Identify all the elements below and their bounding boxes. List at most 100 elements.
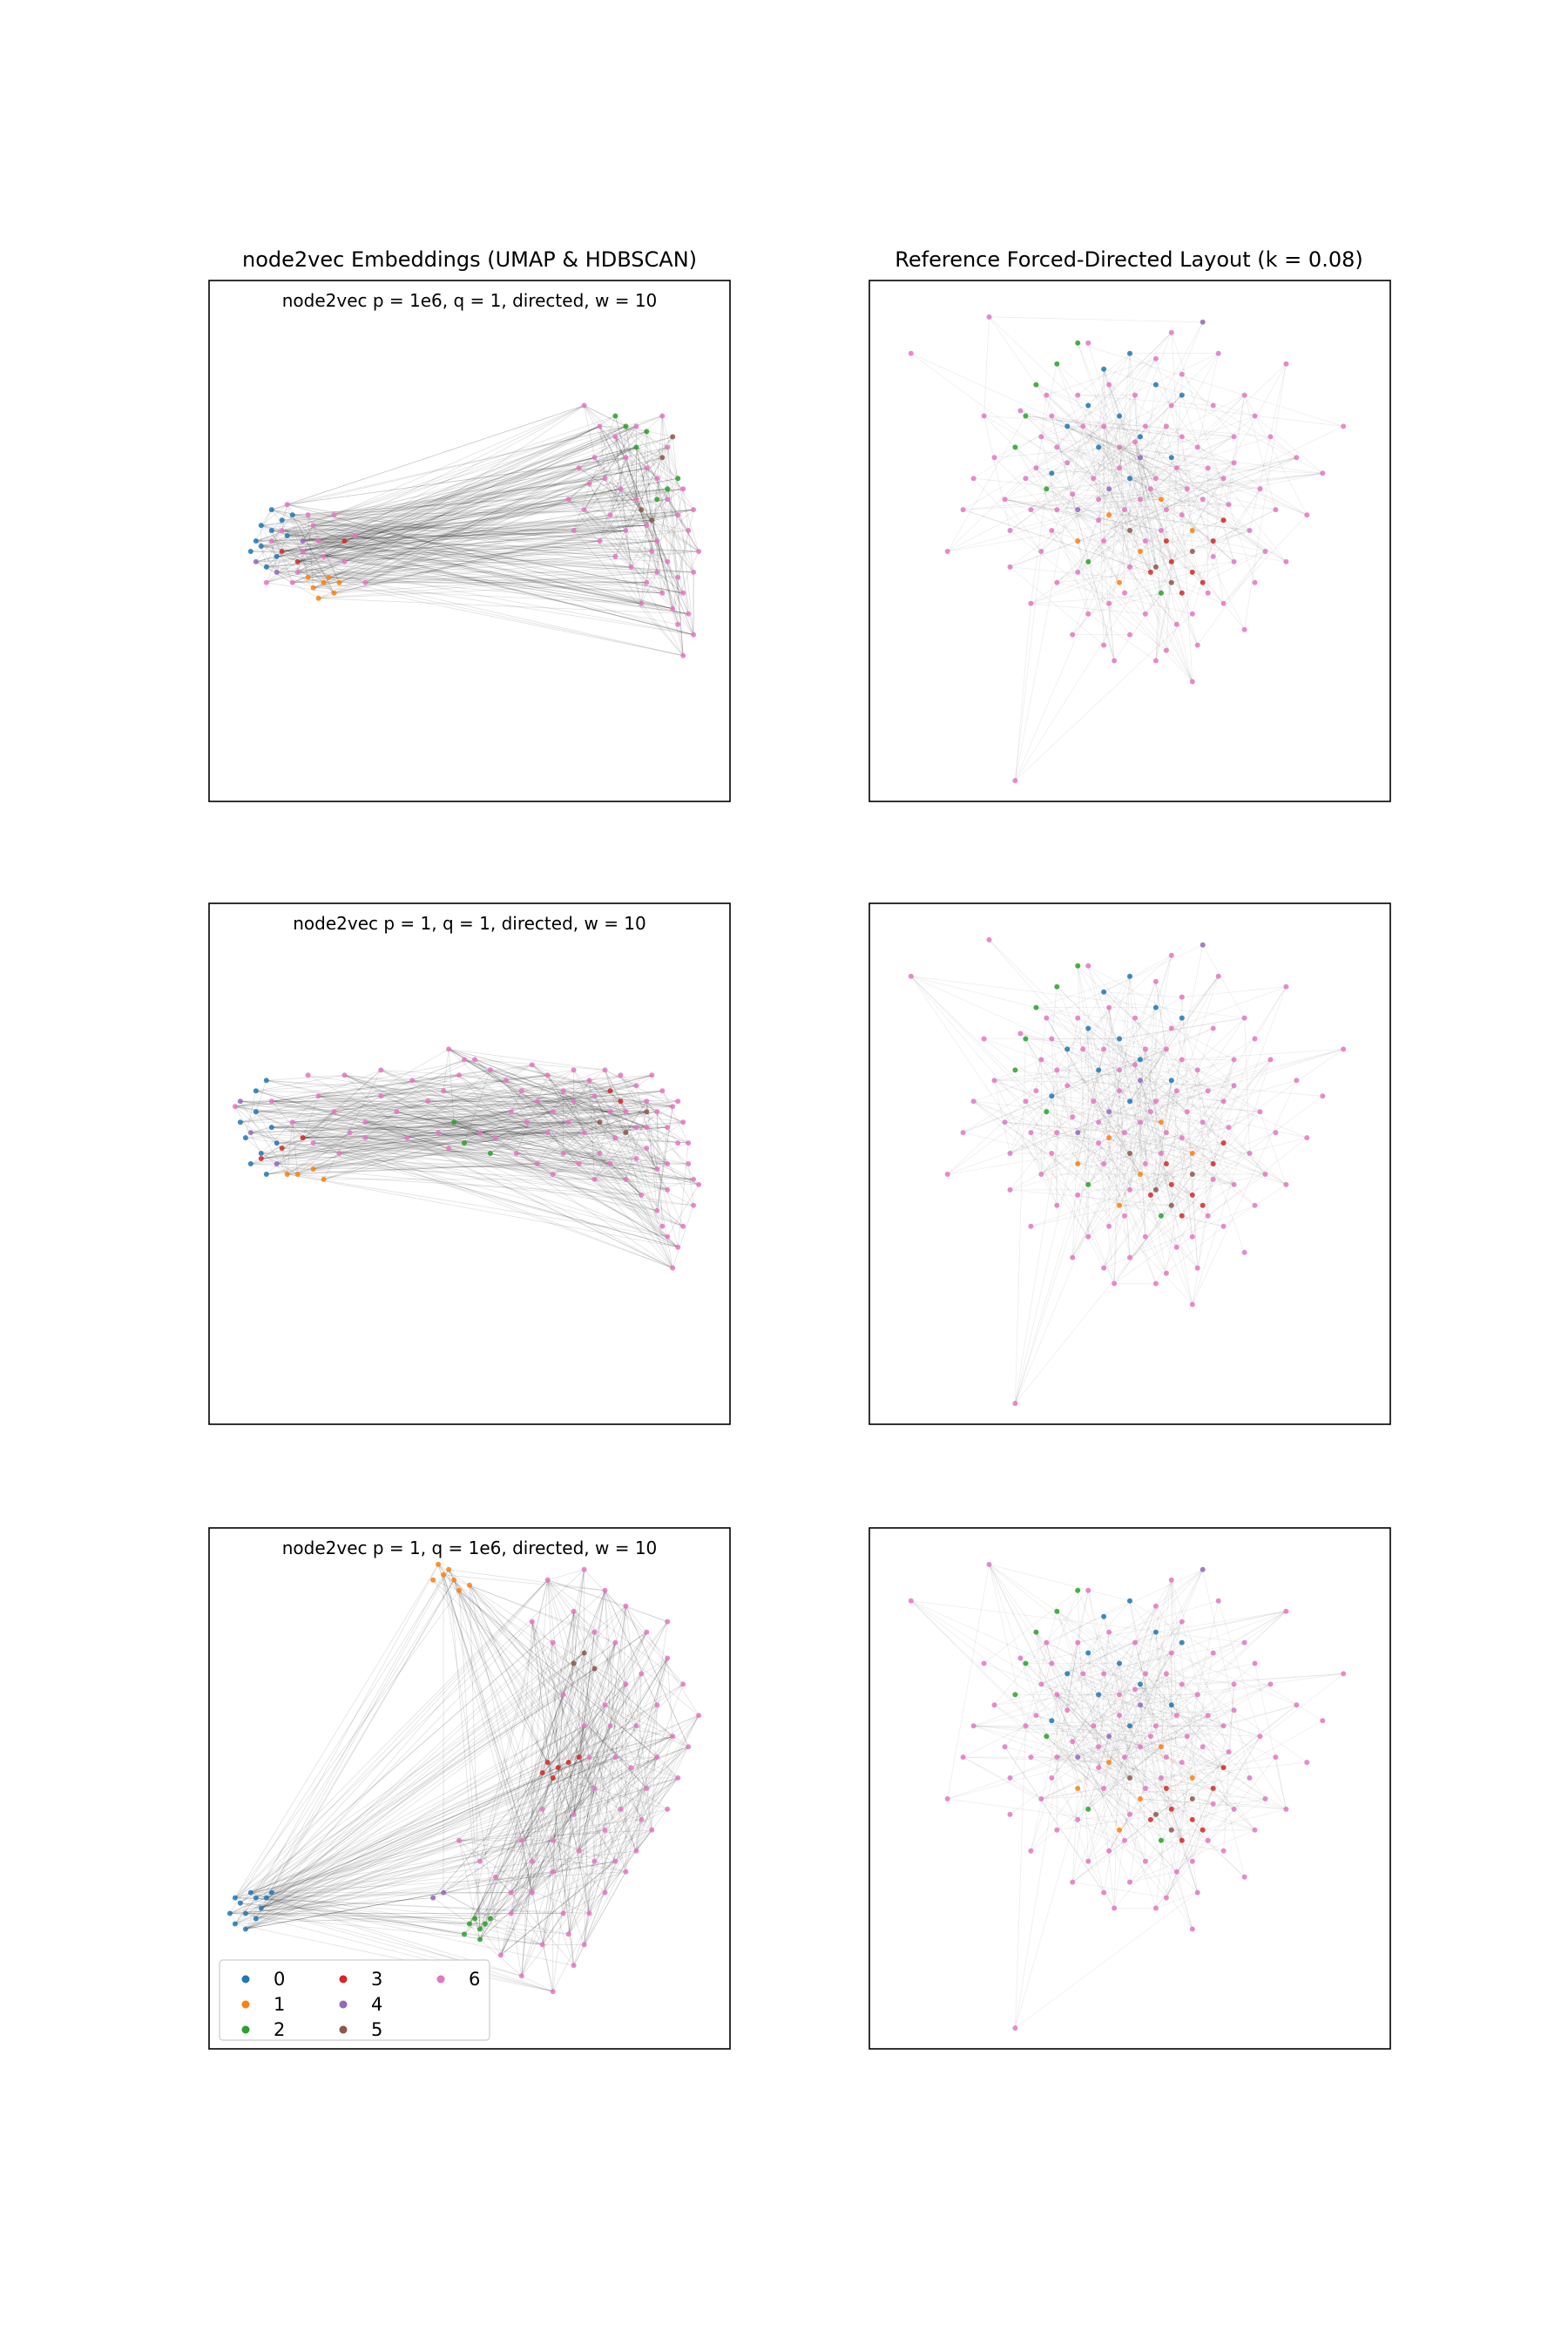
cluster-3: [1147, 517, 1227, 596]
graph-edge: [490, 1767, 632, 1919]
graph-edge: [1046, 1111, 1287, 1186]
node-point: [1341, 1671, 1347, 1677]
node-point: [253, 558, 259, 564]
graph-edge: [1082, 1049, 1110, 1139]
graph-edge: [573, 1611, 616, 1862]
graph-edge: [260, 1152, 298, 1175]
node-point: [639, 1192, 645, 1198]
graph-edge: [271, 1100, 647, 1128]
edge-layer: [910, 939, 1344, 1404]
graph-edge: [1051, 416, 1115, 661]
graph-edge: [1207, 1137, 1308, 1217]
graph-edge: [645, 1126, 694, 1206]
graph-edge: [484, 1871, 553, 1924]
graph-edge: [500, 1814, 574, 1956]
node-point: [1168, 1702, 1174, 1708]
graph-edge: [1031, 456, 1297, 510]
graph-edge: [646, 1777, 679, 1789]
graph-edge: [260, 545, 324, 558]
graph-edge: [334, 498, 569, 594]
graph-edge: [1166, 374, 1183, 651]
cluster-4: [253, 538, 306, 575]
graph-edge: [281, 509, 642, 521]
node-point: [633, 423, 639, 429]
graph-edge: [1181, 1017, 1199, 1071]
graph-edge: [255, 1605, 626, 1898]
graph-edge: [640, 571, 658, 604]
graph-edge: [589, 426, 626, 484]
graph-edge: [255, 1111, 278, 1144]
node-point: [1122, 1754, 1127, 1761]
graph-edge: [1103, 1684, 1141, 1893]
graph-edge: [1082, 426, 1266, 552]
graph-edge: [407, 1111, 553, 1139]
graph-edge: [1145, 321, 1204, 427]
graph-edge: [521, 1642, 616, 1977]
node-point: [1189, 1926, 1195, 1932]
node-point: [1220, 1223, 1227, 1229]
graph-edge: [1071, 1642, 1183, 1742]
graph-edge: [1171, 1705, 1250, 1779]
graph-edge: [255, 1897, 465, 1935]
graph-edge: [542, 1913, 564, 1945]
graph-edge: [1077, 965, 1110, 1112]
graph-edge: [1077, 342, 1199, 645]
node-point: [633, 497, 639, 503]
graph-edge: [266, 504, 288, 568]
node-point: [274, 553, 280, 559]
graph-edge: [1010, 1611, 1287, 1815]
node-point: [279, 1146, 285, 1152]
graph-edge: [599, 1112, 611, 1154]
graph-edge: [365, 1111, 611, 1123]
node-point: [654, 569, 660, 575]
graph-edge: [1160, 1840, 1224, 1852]
graph-edge: [1155, 530, 1162, 661]
graph-edge: [260, 1121, 293, 1154]
node-point: [513, 1151, 519, 1156]
graph-edge: [910, 1600, 1047, 1737]
graph-edge: [1129, 1152, 1162, 1216]
graph-edge: [1181, 436, 1193, 531]
graph-edge: [594, 1861, 626, 1873]
graph-edge: [260, 477, 658, 526]
graph-edge: [1134, 1064, 1152, 1195]
graph-edge: [302, 1111, 658, 1139]
graph-edge: [302, 416, 663, 552]
graph-edge: [1223, 395, 1245, 521]
graph-edge: [1134, 442, 1157, 567]
node-point: [1138, 1119, 1143, 1125]
node-point: [1241, 1639, 1247, 1646]
node-point: [675, 1140, 681, 1146]
graph-edge: [1082, 1673, 1193, 1930]
graph-edge: [1129, 1152, 1250, 1258]
graph-edge: [1113, 1173, 1193, 1284]
graph-edge: [573, 1070, 626, 1133]
graph-edge: [1077, 342, 1193, 682]
graph-edge: [1166, 1226, 1224, 1274]
node-point: [1012, 1401, 1018, 1407]
node-point: [1127, 1151, 1132, 1156]
graph-edge: [297, 551, 652, 563]
graph-edge: [407, 1137, 673, 1268]
panel-label: node2vec p = 1e6, q = 1, directed, w = 1…: [282, 290, 658, 311]
graph-edge: [983, 316, 990, 416]
graph-edge: [1057, 582, 1193, 615]
graph-edge: [1192, 1080, 1297, 1305]
graph-edge: [240, 1100, 548, 1133]
node-point: [1054, 983, 1060, 990]
node-point: [1127, 1098, 1132, 1105]
graph-edge: [365, 467, 647, 584]
graph-edge: [1155, 358, 1214, 558]
node-point: [237, 1098, 243, 1105]
graph-edge: [1207, 468, 1234, 563]
graph-edge: [1087, 1652, 1105, 1674]
node-point: [680, 1223, 686, 1229]
graph-edge: [672, 1205, 694, 1268]
graph-edge: [234, 1840, 460, 1924]
graph-edge: [1015, 1017, 1078, 1404]
node-point: [446, 1566, 452, 1572]
graph-edge: [589, 1079, 684, 1123]
graph-edge: [302, 456, 595, 542]
graph-edge: [1171, 1579, 1178, 1716]
graph-edge: [1051, 462, 1234, 474]
